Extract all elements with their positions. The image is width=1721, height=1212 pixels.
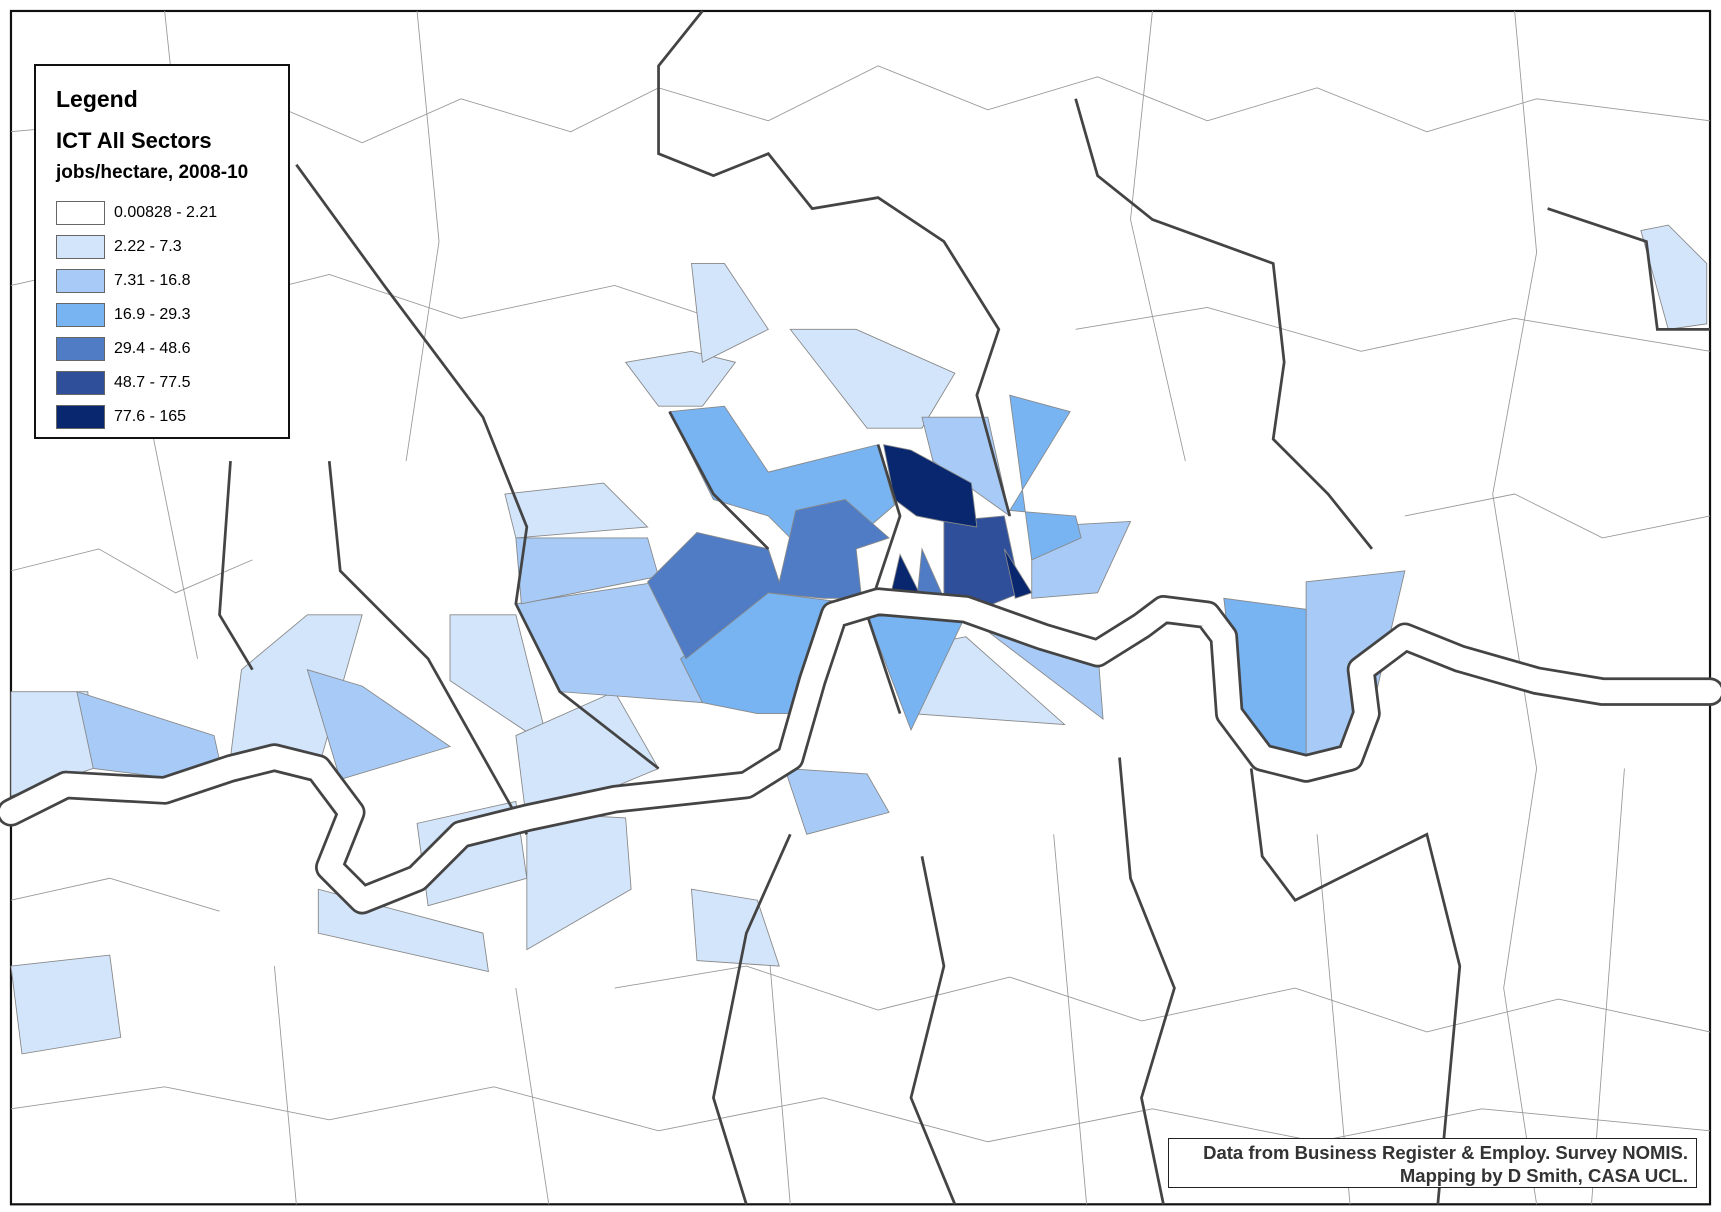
legend-swatch	[56, 201, 105, 225]
legend-label: 29.4 - 48.6	[114, 340, 191, 357]
legend-swatch	[56, 235, 105, 259]
legend-item: 16.9 - 29.3	[56, 298, 217, 332]
legend-item: 48.7 - 77.5	[56, 366, 217, 400]
ward-area	[10, 954, 122, 1055]
legend-item: 2.22 - 7.3	[56, 230, 217, 264]
map-legend: Legend ICT All Sectors jobs/hectare, 200…	[34, 64, 290, 439]
legend-item: 77.6 - 165	[56, 400, 217, 434]
ward-area	[1640, 224, 1708, 330]
data-credit: Data from Business Register & Employ. Su…	[1168, 1138, 1697, 1188]
shaded-wards	[10, 224, 1708, 1055]
legend-label: 48.7 - 77.5	[114, 374, 191, 391]
legend-label: 0.00828 - 2.21	[114, 204, 218, 221]
ward-area	[789, 328, 956, 429]
ward-area	[624, 350, 737, 407]
ward-area	[504, 482, 649, 539]
legend-title: Legend	[56, 86, 138, 112]
ward-area	[306, 669, 452, 781]
legend-label: 2.22 - 7.3	[114, 238, 182, 255]
legend-subtitle: ICT All Sectors	[56, 128, 212, 153]
legend-label: 77.6 - 165	[114, 408, 187, 425]
legend-swatch	[56, 303, 105, 327]
legend-classes: 0.00828 - 2.21 2.22 - 7.3 7.31 - 16.8 16.9 …	[56, 196, 217, 434]
legend-label: 16.9 - 29.3	[114, 306, 191, 323]
credit-line-2: Mapping by D Smith, CASA UCL.	[1399, 1165, 1688, 1186]
credit-line-1: Data from Business Register & Employ. Su…	[1203, 1142, 1688, 1163]
legend-label: 7.31 - 16.8	[114, 272, 191, 289]
ward-area	[1003, 548, 1033, 599]
ward-area	[882, 444, 978, 528]
legend-swatch	[56, 371, 105, 395]
legend-item: 0.00828 - 2.21	[56, 196, 217, 230]
borough-boundaries	[218, 10, 1711, 1205]
legend-swatch	[56, 269, 105, 293]
ward-area	[690, 263, 769, 363]
legend-item: 29.4 - 48.6	[56, 332, 217, 366]
river-thames	[0, 587, 1721, 915]
legend-swatch	[56, 337, 105, 361]
ward-area	[943, 515, 1022, 616]
legend-swatch	[56, 405, 105, 429]
legend-item: 7.31 - 16.8	[56, 264, 217, 298]
legend-unit: jobs/hectare, 2008-10	[56, 162, 249, 183]
ward-area	[784, 767, 890, 835]
ward-area	[1009, 394, 1082, 561]
